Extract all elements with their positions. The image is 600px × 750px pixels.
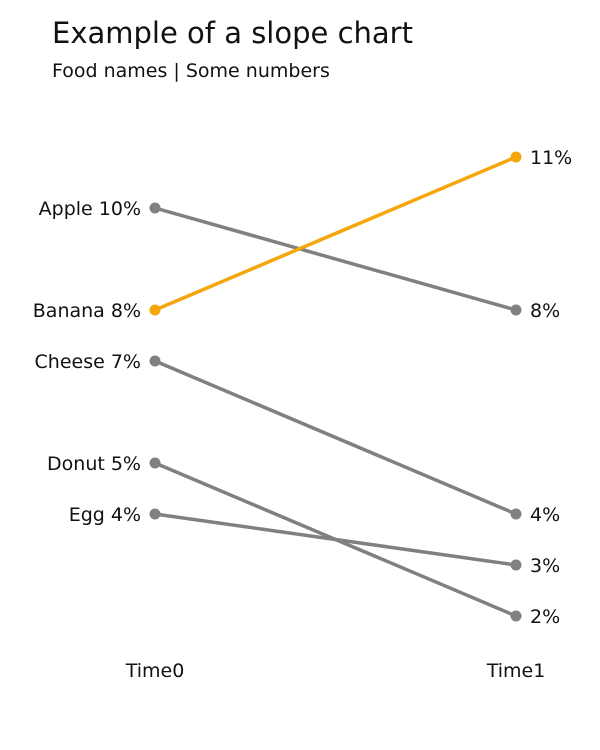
label-right-donut: 2% — [530, 606, 560, 628]
label-right-apple: 8% — [530, 300, 560, 322]
point-right-donut — [510, 610, 522, 622]
slope-line-banana — [153, 155, 518, 312]
point-left-egg — [149, 508, 161, 520]
slope-line-egg — [153, 512, 518, 567]
slope-line-cheese — [153, 359, 518, 516]
label-right-banana: 11% — [530, 147, 572, 169]
label-left-apple: Apple 10% — [39, 198, 141, 220]
point-right-banana — [510, 151, 522, 163]
chart-subtitle: Food names | Some numbers — [52, 60, 330, 82]
label-left-donut: Donut 5% — [47, 453, 141, 475]
label-right-cheese: 4% — [530, 504, 560, 526]
point-left-donut — [149, 457, 161, 469]
point-left-apple — [149, 202, 161, 214]
x-tick-label-time0: Time0 — [125, 660, 185, 682]
point-right-cheese — [510, 508, 522, 520]
point-left-banana — [149, 304, 161, 316]
label-left-banana: Banana 8% — [33, 300, 141, 322]
label-left-cheese: Cheese 7% — [35, 351, 141, 373]
label-left-egg: Egg 4% — [69, 504, 141, 526]
slope-line-apple — [153, 206, 518, 312]
point-right-egg — [510, 559, 522, 571]
label-right-egg: 3% — [530, 555, 560, 577]
chart-title: Example of a slope chart — [52, 16, 413, 50]
point-right-apple — [510, 304, 522, 316]
x-tick-label-time1: Time1 — [486, 660, 546, 682]
point-left-cheese — [149, 355, 161, 367]
